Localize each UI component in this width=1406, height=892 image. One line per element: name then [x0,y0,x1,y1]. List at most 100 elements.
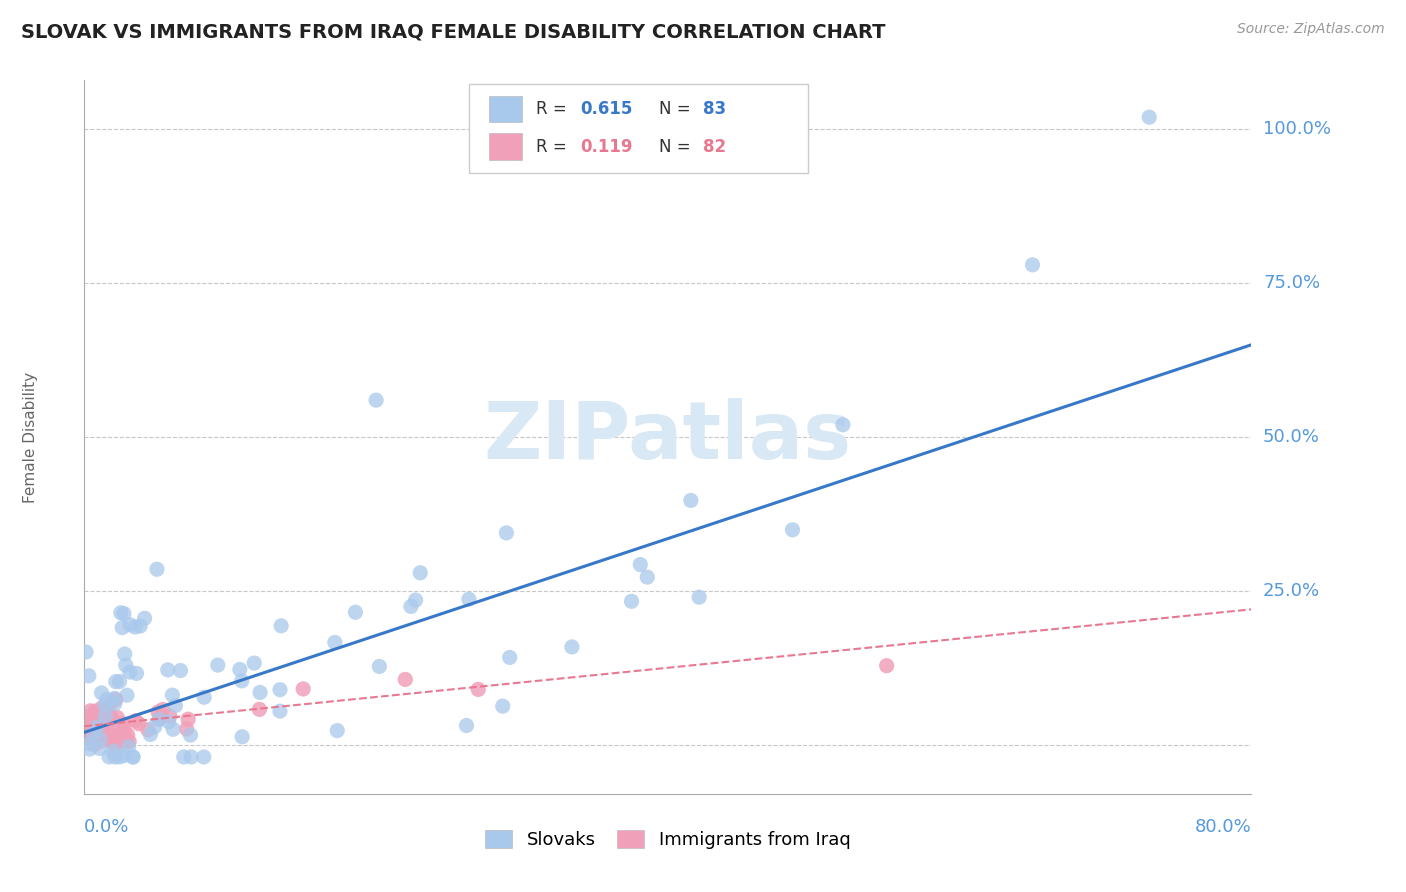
Point [97,726,120,740]
Point [118,734,141,748]
Point [495,525,517,540]
Point [103,729,125,743]
Point [79,727,101,741]
Point [467,682,489,697]
Text: ZIPatlas: ZIPatlas [484,398,852,476]
Point [112,725,135,739]
Point [97,709,120,723]
Point [87,723,110,738]
Point [114,647,136,661]
Point [90,717,112,731]
Point [323,635,346,649]
Point [124,620,146,634]
Point [169,664,191,678]
Point [90,701,112,715]
Point [561,640,583,654]
Point [80,711,103,725]
Point [157,714,180,729]
Point [77,718,100,732]
Point [207,658,229,673]
Point [620,594,643,608]
Point [93,726,115,740]
Point [176,722,198,736]
Point [91,713,114,727]
Point [162,688,184,702]
Point [152,702,174,716]
Point [249,685,271,699]
Point [84,704,107,718]
Point [89,710,111,724]
Point [87,731,110,745]
Point [103,691,125,706]
Point [159,709,181,723]
Point [76,719,98,733]
Point [688,591,710,605]
Text: SLOVAK VS IMMIGRANTS FROM IRAQ FEMALE DISABILITY CORRELATION CHART: SLOVAK VS IMMIGRANTS FROM IRAQ FEMALE DI… [21,22,886,41]
Point [98,750,121,764]
Text: N =: N = [658,137,696,155]
Point [110,606,132,620]
Point [77,737,100,751]
Text: Source: ZipAtlas.com: Source: ZipAtlas.com [1237,22,1385,37]
FancyBboxPatch shape [489,134,522,160]
Point [231,673,253,688]
Point [86,724,108,739]
Text: 0.615: 0.615 [581,100,633,118]
Point [499,650,522,665]
Text: N =: N = [658,100,696,118]
Text: 83: 83 [703,100,725,118]
Point [136,723,159,737]
Point [80,709,103,723]
Point [117,728,139,742]
Point [148,713,170,727]
Text: Female Disability: Female Disability [22,371,38,503]
Point [96,692,118,706]
Point [111,621,134,635]
Point [84,707,107,722]
Text: R =: R = [536,100,572,118]
Point [86,720,108,734]
Point [344,605,367,619]
Point [876,658,898,673]
Point [112,722,135,736]
Point [636,570,658,584]
Point [180,750,202,764]
Point [80,723,103,737]
Point [97,713,120,727]
Point [118,739,141,754]
Point [129,619,152,633]
Point [89,723,111,738]
Text: 50.0%: 50.0% [1263,428,1320,446]
Text: 25.0%: 25.0% [1263,582,1320,600]
Point [75,724,97,739]
Point [91,734,114,748]
Point [124,714,146,728]
Point [832,417,855,432]
Point [75,723,97,737]
Point [456,718,478,732]
Point [368,659,391,673]
Point [114,658,136,673]
Text: R =: R = [536,137,572,155]
Point [128,716,150,731]
Point [77,669,100,683]
Point [89,741,111,756]
Point [122,750,145,764]
Point [112,729,135,743]
Point [139,727,162,741]
Point [148,712,170,726]
Point [104,692,127,706]
Point [79,722,101,736]
Legend: Slovaks, Immigrants from Iraq: Slovaks, Immigrants from Iraq [478,822,858,856]
Point [83,738,105,752]
Point [75,724,97,739]
Point [77,726,100,740]
Point [83,714,105,728]
Point [1137,110,1160,124]
Point [83,722,105,736]
Point [91,723,114,737]
Point [134,611,156,625]
Point [399,599,422,614]
Point [193,750,215,764]
Point [89,720,111,734]
